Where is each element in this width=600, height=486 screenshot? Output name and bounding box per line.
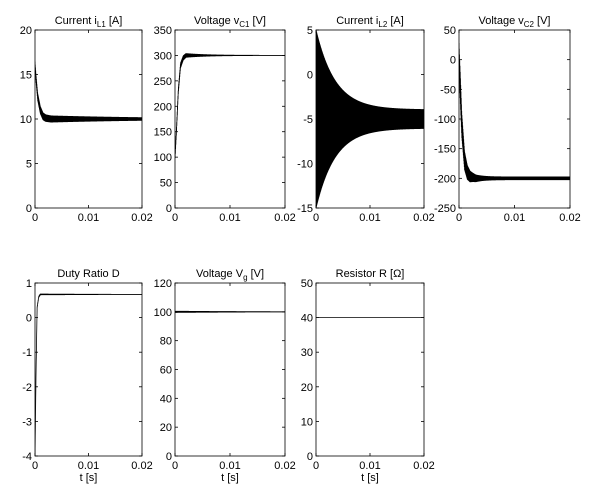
y-tick-label: 0: [307, 70, 313, 82]
y-tick-label: 0: [26, 203, 32, 215]
series-line-1: [35, 293, 142, 456]
y-tick-label: 350: [154, 25, 172, 37]
subplot-title: Current iL2 [A]: [336, 15, 404, 29]
subplot-2: 0 0.01 0.02 0 50 100 150 200 250 300 350 Voltage vC…: [154, 15, 296, 224]
subplot-6: 0 0.01 0.02 0 20 40 60 80 100 120 Voltage Vg [V] t …: [154, 268, 296, 484]
y-tick-label: 30: [301, 347, 313, 359]
y-tick-label: 0: [307, 451, 313, 463]
y-tick-label: -10: [297, 159, 313, 171]
x-tick-label: 0.02: [413, 212, 434, 224]
series-line-1: [316, 30, 424, 208]
y-tick-label: 120: [154, 278, 172, 290]
x-tick-label: 0.01: [219, 460, 240, 472]
y-tick-label: -100: [434, 114, 456, 126]
y-tick-label: 100: [154, 307, 172, 319]
y-tick-label: -5: [303, 114, 313, 126]
y-tick-label: 250: [154, 76, 172, 88]
x-tick-label: 0: [313, 212, 319, 224]
y-tick-label: 20: [160, 422, 172, 434]
subplot-title: Resistor R [Ω]: [336, 268, 405, 280]
x-tick-label: 0.01: [219, 212, 240, 224]
x-tick-label: 0.02: [413, 460, 434, 472]
x-axis-label: t [s]: [80, 472, 98, 484]
subplot-title: Voltage vC1 [V]: [194, 15, 266, 29]
y-tick-label: -250: [434, 203, 456, 215]
x-tick-label: 0.02: [274, 212, 295, 224]
subplot-1: 0 0.01 0.02 0 5 10 15 20 Current iL1 [A]: [20, 15, 153, 224]
y-tick-label: 60: [160, 365, 172, 377]
axes-frame: [174, 282, 286, 457]
y-tick-label: 5: [26, 159, 32, 171]
y-tick-label: -4: [22, 451, 32, 463]
series-line-1: [175, 310, 285, 313]
subplot-title: Voltage vC2 [V]: [478, 15, 550, 29]
x-tick-label: 0.02: [559, 212, 580, 224]
y-tick-label: -2: [22, 382, 32, 394]
y-tick-label: 10: [301, 416, 313, 428]
x-axis-label: t [s]: [221, 472, 239, 484]
x-tick-label: 0.02: [274, 460, 295, 472]
subplot-5: 0 0.01 0.02 -4 -3 -2 -1 0 1 Duty Ratio D t [s]: [22, 268, 152, 484]
x-tick-label: 0.02: [131, 212, 152, 224]
y-tick-label: -50: [440, 84, 456, 96]
y-tick-label: 0: [450, 55, 456, 67]
x-tick-label: 0: [313, 460, 319, 472]
y-tick-label: 5: [307, 25, 313, 37]
y-tick-label: 40: [160, 393, 172, 405]
y-tick-label: 10: [20, 114, 32, 126]
axes-frame: [34, 282, 143, 457]
subplot-title: Current iL1 [A]: [55, 15, 123, 29]
y-tick-label: -200: [434, 173, 456, 185]
x-tick-label: 0.01: [359, 460, 380, 472]
y-tick-label: -15: [297, 203, 313, 215]
y-tick-label: -1: [22, 347, 32, 359]
series-line-1: [175, 53, 285, 159]
axes-frame: [315, 282, 425, 457]
y-tick-label: 40: [301, 313, 313, 325]
y-tick-label: -3: [22, 416, 32, 428]
series-line-1: [35, 61, 142, 123]
x-tick-label: 0.01: [359, 212, 380, 224]
y-tick-label: 20: [301, 382, 313, 394]
axes-frame: [174, 29, 286, 209]
y-tick-label: 1: [26, 278, 32, 290]
subplot-title: Voltage Vg [V]: [196, 268, 264, 282]
x-tick-label: 0: [172, 460, 178, 472]
subplot-7: 0 0.01 0.02 0 10 20 30 40 50 Resistor R [Ω] t [s]: [301, 268, 435, 484]
y-tick-label: 15: [20, 70, 32, 82]
y-tick-label: 0: [166, 451, 172, 463]
subplot-4: 0 0.01 0.02 -250 -200 -150 -100 -50 0 50 Voltage v…: [434, 15, 581, 224]
subplot-3: 0 0.01 0.02 -15 -10 -5 0 5 Current iL2 [A]: [297, 15, 435, 224]
y-tick-label: 100: [154, 152, 172, 164]
x-tick-label: 0.01: [78, 460, 99, 472]
x-tick-label: 0: [32, 212, 38, 224]
subplot-title: Duty Ratio D: [57, 268, 119, 280]
y-tick-label: 150: [154, 127, 172, 139]
y-tick-label: 300: [154, 50, 172, 62]
y-tick-label: -150: [434, 144, 456, 156]
x-axis-label: t [s]: [361, 472, 379, 484]
y-tick-label: 50: [160, 178, 172, 190]
series-line-1: [459, 43, 570, 183]
y-tick-label: 80: [160, 336, 172, 348]
y-tick-label: 50: [301, 278, 313, 290]
x-tick-label: 0.01: [504, 212, 525, 224]
y-tick-label: 200: [154, 101, 172, 113]
x-tick-label: 0: [32, 460, 38, 472]
x-tick-label: 0: [172, 212, 178, 224]
y-tick-label: 0: [26, 313, 32, 325]
y-tick-label: 0: [166, 203, 172, 215]
y-tick-label: 20: [20, 25, 32, 37]
x-tick-label: 0.02: [131, 460, 152, 472]
x-tick-label: 0: [456, 212, 462, 224]
x-tick-label: 0.01: [78, 212, 99, 224]
y-tick-label: 50: [444, 25, 456, 37]
